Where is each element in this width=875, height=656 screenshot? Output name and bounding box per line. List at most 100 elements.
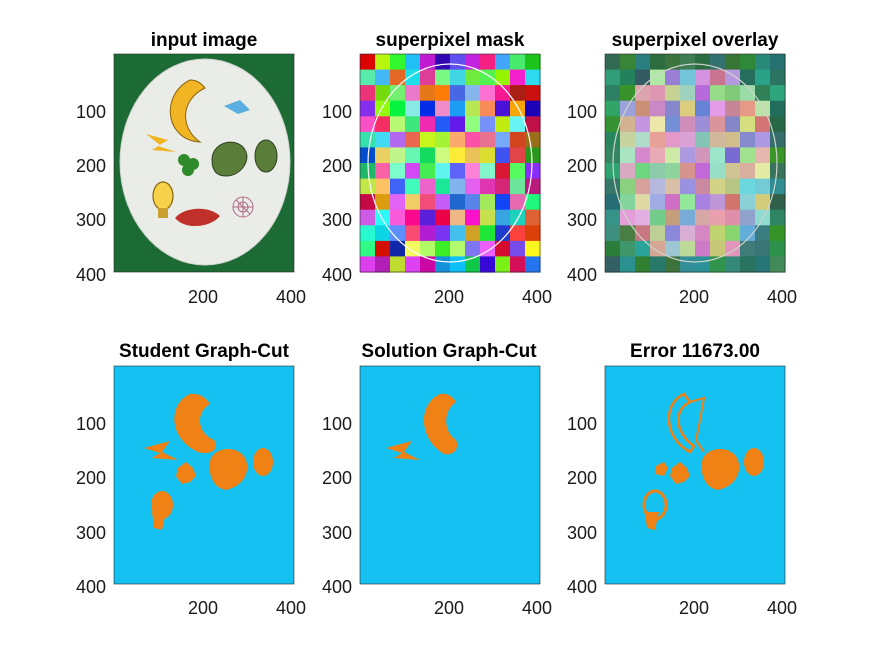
superpixel-cell (390, 240, 406, 258)
input-photo (114, 54, 294, 272)
panel-input-image: input image 100 20 (76, 30, 306, 307)
superpixel-cell (740, 54, 756, 71)
superpixel-cell (465, 178, 481, 195)
superpixel-cell (755, 100, 771, 117)
superpixel-cell (510, 147, 526, 164)
superpixel-cell (725, 131, 741, 149)
svg-text:200: 200 (188, 598, 218, 618)
superpixel-cell (510, 100, 526, 117)
superpixel-cell (755, 225, 771, 242)
superpixel-cell (665, 116, 681, 133)
superpixel-cell (755, 54, 771, 71)
superpixel-cell (435, 225, 451, 242)
superpixel-cell (755, 147, 771, 164)
superpixel-cell (495, 194, 511, 211)
svg-text:400: 400 (322, 577, 352, 597)
superpixel-cell (420, 69, 436, 86)
superpixel-cell (510, 69, 526, 86)
superpixel-cell (770, 85, 786, 102)
superpixel-cell (525, 178, 541, 195)
superpixel-cell (650, 209, 666, 226)
green-blob-sticker (211, 141, 248, 177)
superpixel-cell (360, 85, 376, 102)
superpixel-cell (450, 69, 466, 86)
superpixel-cell (740, 163, 756, 180)
superpixel-cell (375, 178, 391, 195)
superpixel-cell (695, 163, 711, 180)
superpixel-cell (605, 240, 621, 258)
superpixel-cell (435, 131, 451, 149)
superpixel-cell (525, 85, 541, 102)
y-tick-labels: 100 200 300 400 (567, 414, 597, 597)
superpixel-cell (680, 225, 696, 242)
svg-text:200: 200 (76, 468, 106, 488)
superpixel-cell (420, 131, 436, 149)
superpixel-cell (390, 178, 406, 195)
superpixel-cell (755, 163, 771, 180)
y-tick-labels: 100 200 300 400 (322, 414, 352, 597)
superpixel-cell (695, 194, 711, 211)
svg-text:200: 200 (567, 156, 597, 176)
superpixel-cell (375, 163, 391, 180)
superpixel-cell (465, 69, 481, 86)
superpixel-cell (450, 85, 466, 102)
superpixel-cell (420, 100, 436, 117)
superpixel-cell (755, 131, 771, 149)
superpixel-cell (680, 240, 696, 258)
superpixel-cell (740, 85, 756, 102)
segmentation-background (605, 366, 785, 584)
svg-text:300: 300 (567, 210, 597, 230)
superpixel-cell (710, 240, 726, 258)
superpixel-cell (390, 85, 406, 102)
superpixel-cell (605, 54, 621, 71)
superpixel-cell (665, 69, 681, 86)
superpixel-cell (755, 240, 771, 258)
superpixel-cell (465, 240, 481, 258)
superpixel-cell (680, 178, 696, 195)
svg-text:400: 400 (567, 577, 597, 597)
superpixel-cell (770, 69, 786, 86)
superpixel-cell (435, 240, 451, 258)
segmentation-foreground (144, 393, 273, 530)
superpixel-cell (435, 69, 451, 86)
superpixel-cell (480, 256, 496, 273)
superpixel-cell (665, 256, 681, 273)
superpixel-cell (375, 116, 391, 133)
superpixel-cell (605, 256, 621, 273)
superpixel-cell (465, 194, 481, 211)
superpixel-cell (740, 131, 756, 149)
superpixel-cell (620, 240, 636, 258)
superpixel-cell (525, 256, 541, 273)
superpixel-cell (725, 100, 741, 117)
superpixel-cell (435, 194, 451, 211)
superpixel-cell (620, 131, 636, 149)
superpixel-cell (680, 85, 696, 102)
superpixel-cell (495, 225, 511, 242)
superpixel-cell (480, 163, 496, 180)
svg-text:100: 100 (567, 102, 597, 122)
superpixel-cell (525, 54, 541, 71)
svg-text:100: 100 (76, 102, 106, 122)
superpixel-cell (650, 54, 666, 71)
superpixel-cell (405, 163, 421, 180)
superpixel-cell (665, 163, 681, 180)
bird-sticker (224, 100, 250, 114)
superpixel-cell (650, 69, 666, 86)
superpixel-cell (405, 225, 421, 242)
superpixel-cell (510, 178, 526, 195)
superpixel-cell (620, 178, 636, 195)
superpixel-cell (770, 131, 786, 149)
superpixel-cell (525, 225, 541, 242)
segmentation-foreground (386, 393, 458, 460)
superpixel-cell (620, 69, 636, 86)
panel-title: Error 11673.00 (630, 341, 760, 362)
y-tick-labels: 100 200 300 400 (567, 102, 597, 285)
superpixel-cell (495, 100, 511, 117)
superpixel-cell (525, 100, 541, 117)
superpixel-cell (770, 225, 786, 242)
x-tick-labels: 200 400 (434, 598, 552, 618)
svg-text:400: 400 (276, 598, 306, 618)
superpixel-cell (360, 225, 376, 242)
superpixel-cell (710, 178, 726, 195)
superpixel-cell (480, 54, 496, 71)
